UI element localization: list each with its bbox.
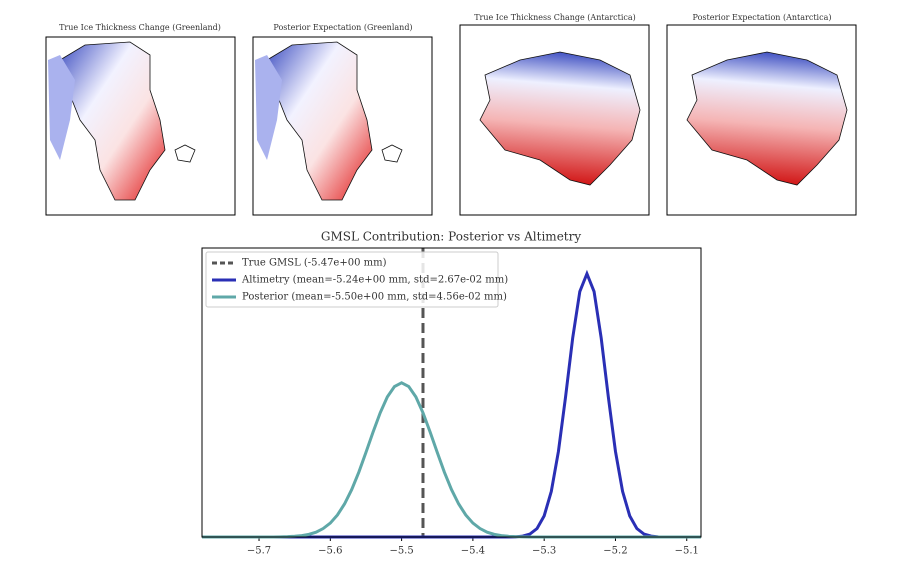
legend-label: True GMSL (-5.47e+00 mm) <box>242 258 387 269</box>
legend-label: Altimetry (mean=-5.24e+00 mm, std=2.67e-… <box>241 275 508 286</box>
x-tick-label: −5.3 <box>532 546 556 557</box>
map-panels: True Ice Thickness Change (Greenland) Po… <box>45 13 857 216</box>
line <box>202 269 701 539</box>
line <box>202 381 701 539</box>
map-title: Posterior Expectation (Antarctica) <box>693 13 832 22</box>
map-title: True Ice Thickness Change (Antarctica) <box>474 13 636 22</box>
x-tick-label: −5.4 <box>461 546 485 557</box>
x-tick-label: −5.7 <box>247 546 271 557</box>
map-title: True Ice Thickness Change (Greenland) <box>59 23 221 32</box>
legend-box <box>205 251 499 308</box>
map-title: Posterior Expectation (Greenland) <box>273 23 412 32</box>
axes-frame <box>201 247 702 538</box>
x-tick-label: −5.6 <box>318 546 342 557</box>
x-tick-label: −5.5 <box>389 546 413 557</box>
x-tick-label: −5.1 <box>675 546 699 557</box>
chart-title: GMSL Contribution: Posterior vs Altimetr… <box>321 230 581 244</box>
x-tick-label: −5.2 <box>603 546 627 557</box>
legend-label: Posterior (mean=-5.50e+00 mm, std=4.56e-… <box>242 292 507 303</box>
